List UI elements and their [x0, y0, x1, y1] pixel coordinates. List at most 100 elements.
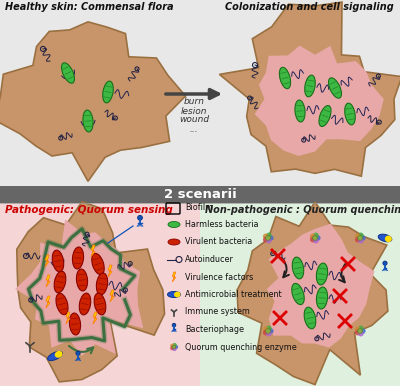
Ellipse shape	[304, 307, 316, 329]
Text: Antimicrobial treatment: Antimicrobial treatment	[185, 290, 282, 299]
Polygon shape	[267, 223, 374, 348]
Circle shape	[383, 261, 387, 265]
Circle shape	[358, 331, 364, 337]
Circle shape	[313, 238, 319, 244]
Circle shape	[310, 237, 316, 242]
Circle shape	[266, 328, 270, 334]
Polygon shape	[93, 312, 97, 324]
Circle shape	[355, 327, 360, 332]
Circle shape	[360, 235, 366, 241]
Bar	[0, 0, 400, 193]
Ellipse shape	[319, 105, 331, 127]
Ellipse shape	[56, 293, 68, 315]
Ellipse shape	[168, 291, 180, 298]
Circle shape	[268, 328, 274, 334]
Polygon shape	[255, 46, 384, 156]
Circle shape	[170, 346, 174, 350]
Polygon shape	[91, 245, 95, 257]
Circle shape	[174, 345, 178, 349]
Circle shape	[172, 345, 176, 349]
Bar	[0, 193, 200, 386]
Ellipse shape	[316, 263, 328, 285]
Ellipse shape	[174, 292, 180, 297]
Ellipse shape	[94, 293, 106, 315]
Text: burn: burn	[184, 98, 204, 107]
Circle shape	[263, 237, 268, 242]
Ellipse shape	[378, 234, 392, 242]
Circle shape	[172, 343, 177, 347]
Ellipse shape	[92, 253, 104, 274]
Ellipse shape	[316, 287, 328, 309]
Circle shape	[170, 344, 174, 348]
Circle shape	[313, 235, 318, 240]
Text: lesion: lesion	[181, 107, 207, 115]
Ellipse shape	[83, 110, 93, 132]
Text: Non-pathogenic : Quorum quenching: Non-pathogenic : Quorum quenching	[205, 205, 400, 215]
Polygon shape	[45, 255, 49, 267]
Polygon shape	[220, 2, 400, 176]
Ellipse shape	[292, 257, 304, 279]
Circle shape	[358, 232, 364, 238]
Polygon shape	[172, 272, 176, 282]
Circle shape	[76, 351, 80, 355]
Text: Virulence factors: Virulence factors	[185, 273, 253, 281]
Circle shape	[138, 215, 142, 220]
Ellipse shape	[103, 81, 113, 103]
Text: Healthy skin: Commensal flora: Healthy skin: Commensal flora	[5, 2, 174, 12]
Circle shape	[263, 327, 268, 332]
Circle shape	[172, 347, 177, 351]
Ellipse shape	[52, 250, 64, 272]
Ellipse shape	[328, 78, 342, 98]
Polygon shape	[0, 22, 186, 181]
Circle shape	[268, 235, 274, 241]
Circle shape	[266, 325, 272, 331]
Polygon shape	[46, 296, 50, 308]
Circle shape	[358, 235, 362, 240]
Circle shape	[266, 238, 272, 244]
Ellipse shape	[168, 239, 180, 245]
Ellipse shape	[54, 271, 66, 293]
Ellipse shape	[345, 103, 355, 125]
Polygon shape	[66, 312, 70, 324]
Text: Harmless bacteria: Harmless bacteria	[185, 220, 258, 229]
Text: Autoinducer: Autoinducer	[185, 255, 234, 264]
Text: ...: ...	[190, 125, 198, 134]
Ellipse shape	[79, 293, 91, 315]
Ellipse shape	[96, 273, 108, 295]
Ellipse shape	[76, 269, 88, 291]
Text: wound: wound	[179, 115, 209, 125]
Ellipse shape	[305, 75, 315, 97]
Bar	[0, 186, 400, 203]
Text: Virulent bacteria: Virulent bacteria	[185, 237, 252, 247]
Circle shape	[266, 235, 270, 240]
Polygon shape	[15, 219, 143, 356]
Polygon shape	[110, 290, 114, 302]
Circle shape	[313, 232, 319, 238]
Text: Bacteriophage: Bacteriophage	[185, 325, 244, 334]
Circle shape	[358, 328, 362, 334]
Circle shape	[355, 237, 360, 242]
Polygon shape	[108, 265, 112, 277]
Circle shape	[266, 232, 272, 238]
Text: Biofilm: Biofilm	[185, 203, 213, 212]
Circle shape	[358, 238, 364, 244]
Circle shape	[315, 235, 321, 241]
Circle shape	[266, 331, 272, 337]
Text: Pathogenic: Quorum sensing: Pathogenic: Quorum sensing	[5, 205, 173, 215]
Polygon shape	[46, 275, 50, 287]
Bar	[200, 193, 400, 386]
Circle shape	[360, 328, 366, 334]
Ellipse shape	[385, 235, 392, 242]
Circle shape	[355, 234, 360, 239]
Text: Immune system: Immune system	[185, 308, 250, 317]
Circle shape	[263, 330, 268, 335]
Circle shape	[263, 234, 268, 239]
Text: Quorum quenching enzyme: Quorum quenching enzyme	[185, 342, 297, 352]
Polygon shape	[237, 202, 388, 384]
Circle shape	[355, 330, 360, 335]
Text: Colonization and cell signaling: Colonization and cell signaling	[225, 2, 394, 12]
Ellipse shape	[72, 247, 84, 269]
Ellipse shape	[55, 351, 62, 358]
Circle shape	[358, 325, 364, 331]
Polygon shape	[17, 202, 164, 382]
